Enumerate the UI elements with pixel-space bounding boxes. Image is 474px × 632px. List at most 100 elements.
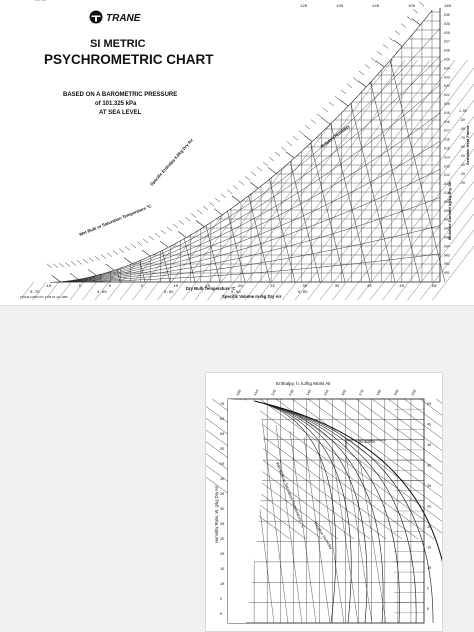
enthalpy-line bbox=[435, 398, 442, 404]
enthalpy-tick-label: 170 bbox=[359, 389, 366, 397]
wet-bulb-scale-tick bbox=[285, 151, 295, 159]
wet-bulb-line bbox=[345, 454, 373, 624]
enthalpy-line bbox=[244, 59, 431, 301]
x-tick-label: 25 bbox=[270, 285, 275, 289]
relative-humidity-curve bbox=[253, 400, 417, 624]
temperature-tick-label: 20 bbox=[427, 526, 431, 530]
humidity-tick-label: 55 bbox=[220, 448, 224, 452]
relative-humidity-curve bbox=[253, 400, 434, 624]
enthalpy-scale-tick bbox=[274, 151, 281, 157]
moisture-tick-label: .017 bbox=[442, 129, 450, 133]
enthalpy-line bbox=[355, 398, 442, 463]
enthalpy-scale-tick bbox=[124, 246, 131, 251]
wet-bulb-line bbox=[275, 424, 303, 624]
wet-bulb-scale-tick bbox=[123, 257, 133, 264]
humidity-tick-label: 20 bbox=[220, 553, 224, 557]
relative-humidity-curve bbox=[50, 140, 441, 283]
enthalpy-line bbox=[339, 398, 442, 475]
enthalpy-line bbox=[344, 132, 474, 301]
enthalpy-scale-tick bbox=[208, 201, 215, 207]
enthalpy-scale-tick bbox=[328, 101, 335, 107]
moisture-tick-label: .023 bbox=[442, 75, 450, 79]
temperature-tick-label: 40 bbox=[427, 444, 431, 448]
wet-bulb-scale-tick bbox=[177, 231, 187, 238]
enthalpy-line bbox=[206, 406, 387, 540]
enthalpy-line bbox=[369, 164, 474, 301]
enthalpy-scale-tick bbox=[46, 263, 53, 269]
x-tick-label: 10 bbox=[173, 285, 178, 289]
relative-humidity-curve bbox=[49, 28, 441, 283]
enthalpy-scale-tick bbox=[106, 252, 113, 257]
temperature-tick-label: 0 bbox=[427, 608, 429, 612]
relative-humidity-curve bbox=[50, 56, 441, 283]
humidity-tick-label: 25 bbox=[220, 538, 224, 542]
subtitle-line3: AT SEA LEVEL bbox=[99, 110, 142, 116]
enthalpy-tick-label: 160 bbox=[341, 389, 348, 397]
enthalpy-scale-tick bbox=[70, 261, 77, 266]
enthalpy-top-tick: 130 bbox=[336, 5, 344, 9]
enthalpy-scale-tick bbox=[316, 113, 323, 119]
enthalpy-scale-tick bbox=[268, 156, 275, 162]
humidity-tick-label: 30 bbox=[220, 523, 224, 527]
wet-bulb-scale-tick bbox=[51, 275, 61, 282]
moisture-tick-label: .026 bbox=[442, 49, 450, 53]
enthalpy-line bbox=[382, 181, 474, 301]
volume-tick-label: 0.95 bbox=[298, 291, 308, 295]
volume-tick-label: 0.75 bbox=[30, 291, 40, 295]
humidity-ratio-label: Humidity Ratio, W, g/kg Dry Air bbox=[214, 485, 219, 543]
x-tick-label: 30 bbox=[302, 285, 307, 289]
wet-bulb-scale-tick bbox=[267, 167, 277, 174]
x-tick-label: 15 bbox=[206, 285, 211, 289]
enthalpy-scale-tick bbox=[172, 223, 179, 229]
wet-bulb-scale-tick bbox=[339, 99, 349, 107]
relative-humidity-curve bbox=[253, 400, 442, 563]
moisture-tick-label: .004 bbox=[442, 244, 450, 248]
relative-humidity-curve bbox=[253, 400, 400, 624]
enthalpy-line bbox=[291, 398, 442, 510]
enthalpy-top-tick: 160 bbox=[444, 5, 452, 9]
specific-volume-line bbox=[384, 39, 446, 283]
enthalpy-scale-tick bbox=[142, 238, 149, 244]
humidity-tick-label: 70 bbox=[220, 403, 224, 407]
enthalpy-scale-tick bbox=[394, 30, 401, 35]
wet-bulb-scale-tick bbox=[87, 269, 97, 276]
enthalpy-line bbox=[206, 417, 371, 540]
humidity-tick-label: 45 bbox=[220, 478, 224, 482]
moisture-tick-label: .028 bbox=[442, 31, 450, 35]
x-tick-label: 5 bbox=[141, 285, 144, 289]
x-tick-label: 40 bbox=[367, 285, 372, 289]
enthalpy-scale-tick bbox=[406, 16, 413, 21]
moisture-tick-label: .021 bbox=[442, 93, 450, 97]
chart-line-grid bbox=[0, 0, 474, 301]
enthalpy-scale-tick bbox=[298, 130, 305, 136]
moisture-tick-label: .014 bbox=[442, 155, 450, 159]
enthalpy-line bbox=[257, 59, 443, 301]
shf-tick-label: 1.00 bbox=[459, 109, 467, 113]
moisture-tick-label: .012 bbox=[442, 173, 450, 177]
enthalpy-tick-label: 180 bbox=[376, 389, 383, 397]
relative-humidity-curve bbox=[50, 197, 441, 283]
wet-bulb-scale-tick bbox=[303, 135, 313, 142]
rotated-psychrometric-chart: Enthalpy, h, kJ/kg Moist Air Humidity Ra… bbox=[206, 381, 442, 624]
wet-bulb-scale-tick bbox=[321, 117, 331, 125]
shf-tick-label: .30 bbox=[459, 172, 465, 176]
moisture-tick-label: .003 bbox=[442, 253, 450, 257]
moisture-tick-label: .011 bbox=[442, 182, 450, 186]
enthalpy-scale-tick bbox=[148, 235, 155, 241]
temperature-tick-label: 5 bbox=[427, 588, 429, 592]
shf-axis-label: Sensible Heat Factor bbox=[465, 125, 470, 165]
enthalpy-line bbox=[307, 398, 442, 498]
enthalpy-scale-tick bbox=[232, 185, 239, 190]
enthalpy-scale-tick bbox=[352, 77, 359, 82]
enthalpy-scale-tick bbox=[202, 205, 209, 211]
trane-chart-sheet: TRANE SI METRIC PSYCHROMETRIC CHART BASE… bbox=[0, 0, 474, 306]
enthalpy-scale-tick bbox=[400, 23, 407, 28]
brand-name: TRANE bbox=[106, 13, 141, 24]
wet-bulb-line bbox=[317, 442, 345, 624]
trane-logo: TRANE bbox=[89, 10, 141, 24]
wet-bulb-line bbox=[289, 430, 317, 624]
temperature-tick-label: 45 bbox=[427, 424, 431, 428]
enthalpy-line bbox=[243, 398, 435, 540]
chart-line-grid bbox=[206, 398, 442, 624]
